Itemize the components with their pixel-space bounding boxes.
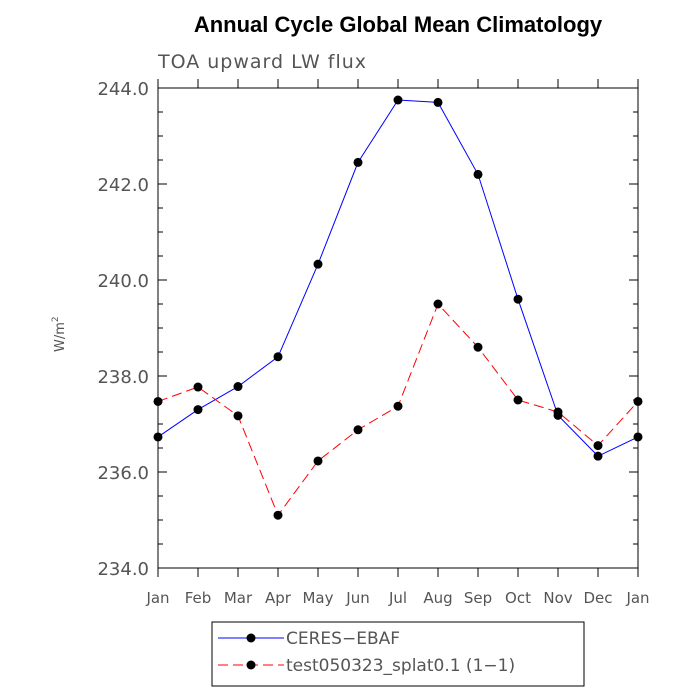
x-tick-label: Dec bbox=[583, 589, 612, 607]
x-tick-label: Jul bbox=[388, 589, 407, 607]
y-tick-labels: 234.0 236.0 238.0 240.0 242.0 244.0 bbox=[97, 79, 149, 580]
plot-border bbox=[157, 87, 639, 569]
y-tick-label: 234.0 bbox=[97, 559, 149, 580]
x-tick-label: Oct bbox=[505, 589, 531, 607]
series-points bbox=[153, 95, 643, 520]
legend: CERES−EBAF test050323_splat0.1 (1−1) bbox=[211, 621, 585, 687]
legend-marker bbox=[246, 633, 256, 643]
legend-box bbox=[211, 621, 585, 687]
chart-title: Annual Cycle Global Mean Climatology bbox=[194, 12, 603, 37]
x-tick-label: Mar bbox=[224, 589, 253, 607]
x-tick-label: Jan bbox=[625, 589, 649, 607]
data-point bbox=[393, 401, 403, 411]
data-point bbox=[593, 451, 603, 461]
x-tick-label: Apr bbox=[265, 589, 292, 607]
data-point bbox=[633, 432, 643, 442]
data-point bbox=[313, 259, 323, 269]
data-point bbox=[193, 405, 203, 415]
x-tick-labels: Jan Feb Mar Apr May Jun Jul Aug Sep Oct Nov Dec Jan bbox=[145, 589, 649, 607]
data-point bbox=[153, 432, 163, 442]
data-point bbox=[233, 382, 243, 392]
y-tick-label: 242.0 bbox=[97, 175, 149, 196]
data-point bbox=[233, 411, 243, 421]
data-point bbox=[433, 97, 443, 107]
data-point bbox=[553, 407, 563, 417]
data-point bbox=[393, 95, 403, 105]
series-lines bbox=[157, 99, 639, 517]
plot-area bbox=[157, 87, 639, 569]
data-point bbox=[353, 425, 363, 435]
data-point bbox=[273, 510, 283, 520]
x-tick-label: Aug bbox=[423, 589, 452, 607]
data-point bbox=[313, 456, 323, 466]
axis-ticks bbox=[157, 79, 639, 577]
data-point bbox=[193, 382, 203, 392]
data-point bbox=[593, 441, 603, 451]
y-tick-label: 240.0 bbox=[97, 271, 149, 292]
data-point bbox=[153, 396, 163, 406]
x-tick-label: May bbox=[302, 589, 333, 607]
data-point bbox=[353, 157, 363, 167]
x-tick-label: Sep bbox=[464, 589, 492, 607]
x-tick-label: Nov bbox=[543, 589, 572, 607]
data-point bbox=[633, 396, 643, 406]
legend-label-1: test050323_splat0.1 (1−1) bbox=[286, 656, 515, 676]
legend-marker bbox=[246, 660, 256, 670]
x-tick-label: Jan bbox=[145, 589, 169, 607]
chart-subtitle: TOA upward LW flux bbox=[157, 51, 367, 73]
x-tick-label: Jun bbox=[345, 589, 369, 607]
data-point bbox=[433, 299, 443, 309]
y-tick-label: 236.0 bbox=[97, 463, 149, 484]
data-point bbox=[473, 342, 483, 352]
y-tick-label: 244.0 bbox=[97, 79, 149, 100]
y-axis-label: W/m2 bbox=[51, 316, 68, 352]
data-point bbox=[513, 294, 523, 304]
legend-label-0: CERES−EBAF bbox=[286, 629, 400, 649]
data-point bbox=[473, 169, 483, 179]
y-tick-label: 238.0 bbox=[97, 367, 149, 388]
data-point bbox=[273, 352, 283, 362]
data-point bbox=[513, 395, 523, 405]
x-tick-label: Feb bbox=[185, 589, 212, 607]
